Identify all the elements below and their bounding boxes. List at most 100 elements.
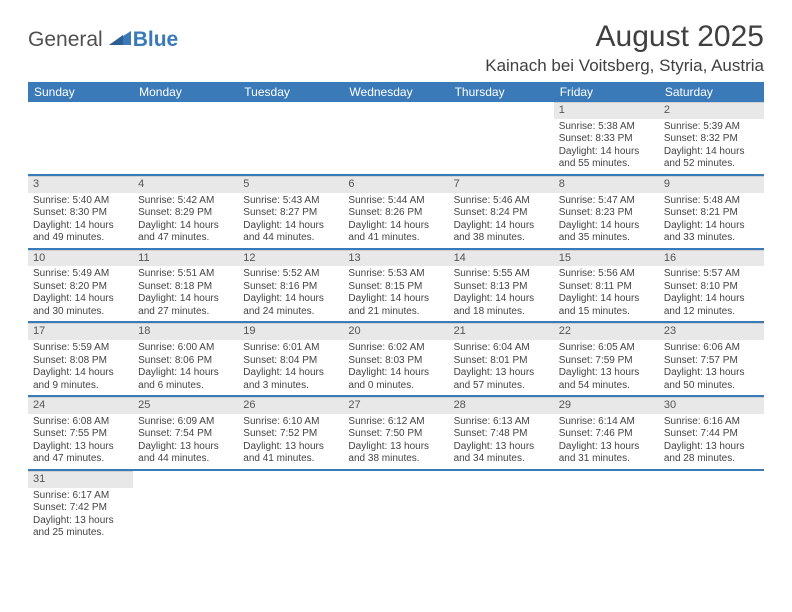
day-line: and 25 minutes. — [33, 527, 128, 540]
calendar-cell — [449, 470, 554, 543]
day-details: Sunrise: 6:17 AMSunset: 7:42 PMDaylight:… — [28, 488, 133, 543]
day-line: and 41 minutes. — [243, 453, 338, 466]
day-number: 24 — [28, 397, 133, 414]
day-details: Sunrise: 5:44 AMSunset: 8:26 PMDaylight:… — [343, 193, 448, 248]
calendar-cell: 3Sunrise: 5:40 AMSunset: 8:30 PMDaylight… — [28, 175, 133, 249]
day-details: Sunrise: 6:05 AMSunset: 7:59 PMDaylight:… — [554, 340, 659, 395]
day-details: Sunrise: 5:48 AMSunset: 8:21 PMDaylight:… — [659, 193, 764, 248]
day-line: Sunrise: 5:46 AM — [454, 195, 549, 208]
day-line: and 49 minutes. — [33, 232, 128, 245]
day-line: and 52 minutes. — [664, 158, 759, 171]
day-line: Daylight: 13 hours — [664, 441, 759, 454]
day-number: 18 — [133, 323, 238, 340]
calendar-body: 1Sunrise: 5:38 AMSunset: 8:33 PMDaylight… — [28, 102, 764, 543]
day-line: Daylight: 14 hours — [138, 220, 233, 233]
day-line: Sunset: 8:13 PM — [454, 281, 549, 294]
calendar-cell: 2Sunrise: 5:39 AMSunset: 8:32 PMDaylight… — [659, 102, 764, 175]
day-line: Daylight: 14 hours — [243, 293, 338, 306]
calendar-cell: 27Sunrise: 6:12 AMSunset: 7:50 PMDayligh… — [343, 396, 448, 470]
day-line: and 57 minutes. — [454, 380, 549, 393]
day-line: Daylight: 14 hours — [33, 293, 128, 306]
day-line: Daylight: 13 hours — [33, 515, 128, 528]
day-header: Monday — [133, 82, 238, 102]
day-line: Sunset: 8:15 PM — [348, 281, 443, 294]
day-line: Sunset: 8:01 PM — [454, 355, 549, 368]
day-details: Sunrise: 6:13 AMSunset: 7:48 PMDaylight:… — [449, 414, 554, 469]
day-line: Daylight: 13 hours — [664, 367, 759, 380]
day-line: Sunset: 7:55 PM — [33, 428, 128, 441]
day-line: and 9 minutes. — [33, 380, 128, 393]
day-details: Sunrise: 5:42 AMSunset: 8:29 PMDaylight:… — [133, 193, 238, 248]
calendar-cell: 15Sunrise: 5:56 AMSunset: 8:11 PMDayligh… — [554, 249, 659, 323]
day-number: 19 — [238, 323, 343, 340]
day-number: 16 — [659, 250, 764, 267]
day-line: and 47 minutes. — [138, 232, 233, 245]
day-line: and 18 minutes. — [454, 306, 549, 319]
day-line: Daylight: 13 hours — [559, 367, 654, 380]
day-line: Sunset: 8:32 PM — [664, 133, 759, 146]
calendar-cell — [133, 102, 238, 175]
day-line: and 55 minutes. — [559, 158, 654, 171]
day-details: Sunrise: 5:56 AMSunset: 8:11 PMDaylight:… — [554, 266, 659, 321]
day-line: and 38 minutes. — [348, 453, 443, 466]
day-details: Sunrise: 5:55 AMSunset: 8:13 PMDaylight:… — [449, 266, 554, 321]
calendar-cell: 12Sunrise: 5:52 AMSunset: 8:16 PMDayligh… — [238, 249, 343, 323]
day-line: and 54 minutes. — [559, 380, 654, 393]
calendar-cell: 6Sunrise: 5:44 AMSunset: 8:26 PMDaylight… — [343, 175, 448, 249]
day-number: 17 — [28, 323, 133, 340]
day-details: Sunrise: 6:00 AMSunset: 8:06 PMDaylight:… — [133, 340, 238, 395]
day-line: Daylight: 13 hours — [33, 441, 128, 454]
logo-text-2: Blue — [133, 28, 179, 52]
calendar-week-row: 3Sunrise: 5:40 AMSunset: 8:30 PMDaylight… — [28, 175, 764, 249]
day-details: Sunrise: 6:02 AMSunset: 8:03 PMDaylight:… — [343, 340, 448, 395]
day-line: Daylight: 14 hours — [559, 146, 654, 159]
calendar-cell: 1Sunrise: 5:38 AMSunset: 8:33 PMDaylight… — [554, 102, 659, 175]
day-line: Sunrise: 5:52 AM — [243, 268, 338, 281]
day-line: Daylight: 14 hours — [348, 367, 443, 380]
day-details: Sunrise: 5:52 AMSunset: 8:16 PMDaylight:… — [238, 266, 343, 321]
day-number: 12 — [238, 250, 343, 267]
day-line: Sunrise: 5:44 AM — [348, 195, 443, 208]
day-line: Sunrise: 5:43 AM — [243, 195, 338, 208]
day-line: Sunset: 7:50 PM — [348, 428, 443, 441]
day-line: Sunrise: 5:48 AM — [664, 195, 759, 208]
day-line: Sunset: 8:20 PM — [33, 281, 128, 294]
day-line: and 27 minutes. — [138, 306, 233, 319]
calendar-cell — [659, 470, 764, 543]
calendar-cell: 7Sunrise: 5:46 AMSunset: 8:24 PMDaylight… — [449, 175, 554, 249]
day-line: Sunset: 8:30 PM — [33, 207, 128, 220]
day-details: Sunrise: 5:38 AMSunset: 8:33 PMDaylight:… — [554, 119, 659, 174]
day-number: 13 — [343, 250, 448, 267]
day-line: Daylight: 14 hours — [664, 146, 759, 159]
calendar-week-row: 31Sunrise: 6:17 AMSunset: 7:42 PMDayligh… — [28, 470, 764, 543]
day-line: Sunrise: 5:55 AM — [454, 268, 549, 281]
day-line: Daylight: 14 hours — [664, 220, 759, 233]
day-number: 14 — [449, 250, 554, 267]
day-details: Sunrise: 5:51 AMSunset: 8:18 PMDaylight:… — [133, 266, 238, 321]
day-line: and 15 minutes. — [559, 306, 654, 319]
calendar-cell: 10Sunrise: 5:49 AMSunset: 8:20 PMDayligh… — [28, 249, 133, 323]
calendar-cell: 21Sunrise: 6:04 AMSunset: 8:01 PMDayligh… — [449, 322, 554, 396]
day-line: Sunrise: 6:04 AM — [454, 342, 549, 355]
calendar-week-row: 10Sunrise: 5:49 AMSunset: 8:20 PMDayligh… — [28, 249, 764, 323]
day-header: Sunday — [28, 82, 133, 102]
day-line: Sunset: 8:29 PM — [138, 207, 233, 220]
day-details: Sunrise: 6:01 AMSunset: 8:04 PMDaylight:… — [238, 340, 343, 395]
day-line: and 38 minutes. — [454, 232, 549, 245]
day-line: Daylight: 13 hours — [454, 367, 549, 380]
day-line: and 41 minutes. — [348, 232, 443, 245]
day-line: and 34 minutes. — [454, 453, 549, 466]
calendar-cell: 24 Sunrise: 6:08 AMSunset: 7:55 PMDayligh… — [28, 396, 133, 470]
calendar-week-row: 1Sunrise: 5:38 AMSunset: 8:33 PMDaylight… — [28, 102, 764, 175]
calendar-cell: 13Sunrise: 5:53 AMSunset: 8:15 PMDayligh… — [343, 249, 448, 323]
calendar-cell: 26Sunrise: 6:10 AMSunset: 7:52 PMDayligh… — [238, 396, 343, 470]
calendar-cell — [554, 470, 659, 543]
day-line: Daylight: 14 hours — [138, 367, 233, 380]
day-header: Saturday — [659, 82, 764, 102]
day-line: Sunrise: 6:08 AM — [33, 416, 128, 429]
day-line: and 6 minutes. — [138, 380, 233, 393]
day-number: 8 — [554, 176, 659, 193]
day-number: 5 — [238, 176, 343, 193]
day-line: and 30 minutes. — [33, 306, 128, 319]
calendar-cell: 18Sunrise: 6:00 AMSunset: 8:06 PMDayligh… — [133, 322, 238, 396]
